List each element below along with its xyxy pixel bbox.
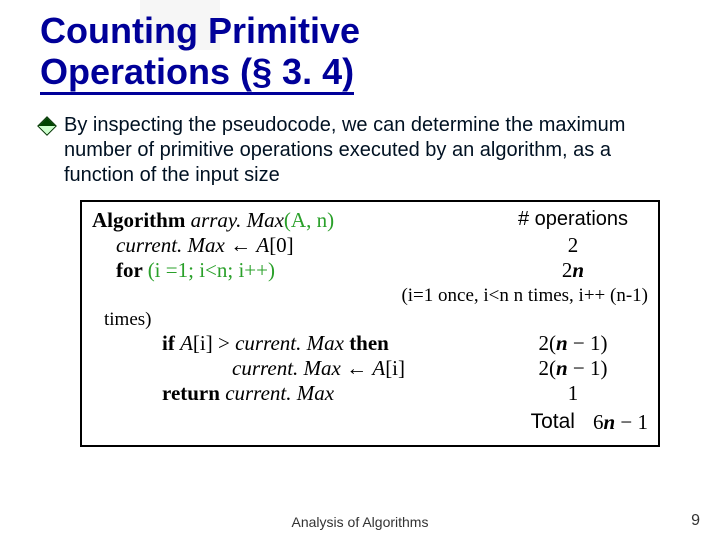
algo-header-row: Algorithm array. Max(A, n) # operations	[92, 208, 648, 233]
title-line-2: Operations (§ 3. 4)	[40, 51, 354, 95]
ops-2-num: 2	[562, 258, 573, 282]
page-number: 9	[691, 512, 700, 530]
code-if: if A[i] > current. Max then	[92, 331, 498, 356]
total-n: n	[603, 410, 615, 434]
total-row: Total 6n − 1	[92, 410, 648, 435]
arr-A-2: A	[180, 331, 193, 355]
algo-signature: Algorithm array. Max(A, n)	[92, 208, 498, 233]
gt-op: >	[213, 331, 235, 355]
loop-note-1: (i=1 once, i<n n times, i++ (n-1)	[92, 285, 648, 307]
code-return: return current. Max	[92, 381, 498, 406]
algo-line-1: current. Max ← A[0] 2	[92, 233, 648, 258]
var-currentmax: current. Max	[116, 233, 225, 257]
ops-1: 2	[498, 233, 648, 258]
bullet-item: By inspecting the pseudocode, we can det…	[40, 113, 680, 188]
ops-4: 2(n − 1)	[498, 356, 648, 381]
index-0: [0]	[269, 233, 294, 257]
code-init: current. Max ← A[0]	[92, 233, 498, 258]
ops-2-n: n	[572, 258, 584, 282]
algo-name: array. Max	[191, 208, 284, 232]
assign-arrow: ←	[225, 233, 257, 257]
algo-line-4: current. Max ← A[i] 2(n − 1)	[92, 356, 648, 381]
total-minus-1: − 1	[615, 410, 648, 434]
arr-A-3: A	[372, 356, 385, 380]
var-currentmax-3: current. Max	[232, 356, 341, 380]
index-i-2: [i]	[385, 356, 405, 380]
slide: Counting Primitive Operations (§ 3. 4) B…	[0, 0, 720, 540]
bullet-text: By inspecting the pseudocode, we can det…	[64, 113, 680, 188]
var-currentmax-2: current. Max	[235, 331, 344, 355]
keyword-return: return	[162, 381, 225, 405]
var-currentmax-4: current. Max	[225, 381, 334, 405]
footer-text: Analysis of Algorithms	[0, 514, 720, 530]
keyword-for: for	[116, 258, 148, 282]
algorithm-box: Algorithm array. Max(A, n) # operations …	[80, 200, 660, 447]
slide-title: Counting Primitive Operations (§ 3. 4)	[40, 10, 680, 93]
ops-header: # operations	[498, 208, 648, 233]
index-i: [i]	[193, 331, 213, 355]
algo-args: (A, n)	[284, 208, 334, 232]
keyword-then: then	[344, 331, 389, 355]
algo-line-5: return current. Max 1	[92, 381, 648, 406]
algo-line-2: for (i =1; i<n; i++) 2n	[92, 258, 648, 283]
ops-3: 2(n − 1)	[498, 331, 648, 356]
loop-note-2: times)	[92, 309, 648, 331]
code-for: for (i =1; i<n; i++)	[92, 258, 498, 283]
diamond-bullet-icon	[37, 116, 57, 136]
assign-arrow-2: ←	[341, 356, 373, 380]
algo-line-3: if A[i] > current. Max then 2(n − 1)	[92, 331, 648, 356]
for-condition: (i =1; i<n; i++)	[148, 258, 275, 282]
total-label: Total	[531, 410, 575, 435]
total-6: 6	[593, 410, 604, 434]
total-value: 6n − 1	[593, 410, 648, 435]
ops-5: 1	[498, 381, 648, 406]
keyword-algorithm: Algorithm	[92, 208, 185, 232]
code-assign-in-if: current. Max ← A[i]	[92, 356, 498, 381]
keyword-if: if	[162, 331, 180, 355]
title-line-1: Counting Primitive	[40, 10, 360, 51]
ops-2: 2n	[498, 258, 648, 283]
arr-A: A	[256, 233, 269, 257]
